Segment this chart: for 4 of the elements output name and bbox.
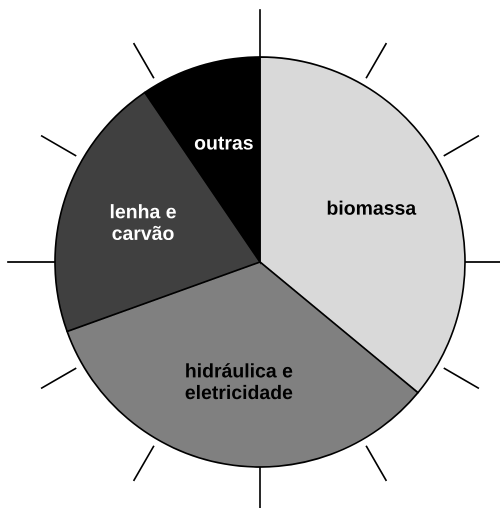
- slice-label: hidráulica e eletricidade: [186, 363, 292, 400]
- slice-label: outras: [194, 136, 253, 150]
- slice-label: lenha e carvão: [110, 204, 176, 240]
- slice-label: biomassa: [328, 200, 416, 215]
